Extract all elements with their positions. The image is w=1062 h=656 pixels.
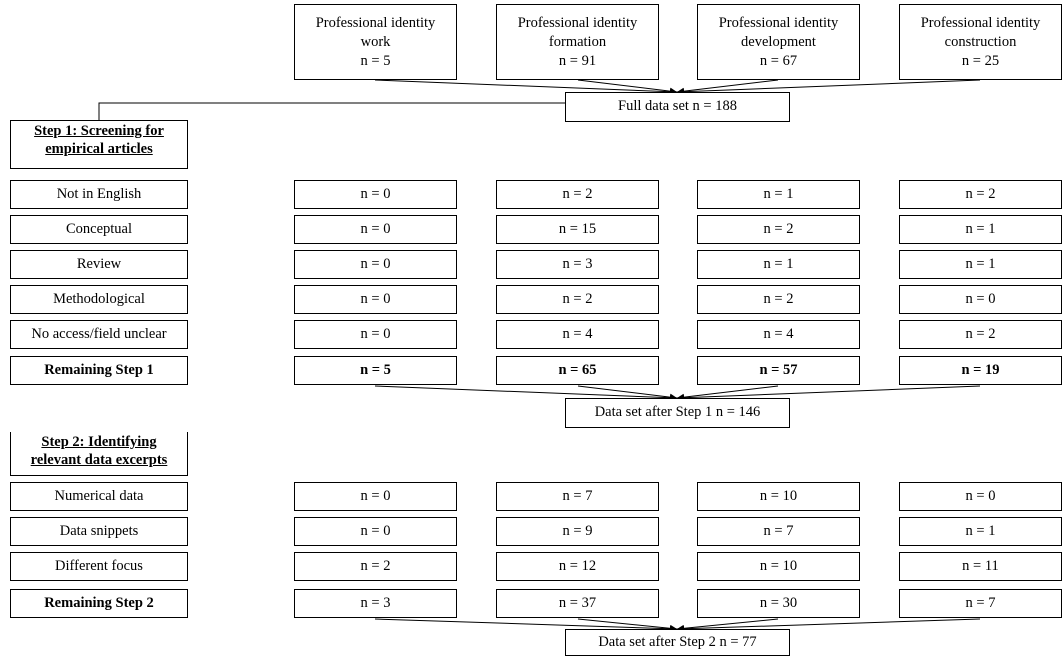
step1-cell: n = 2 — [697, 215, 860, 244]
step1-remaining-label: Remaining Step 1 — [10, 356, 188, 385]
step1-cell: n = 2 — [496, 180, 659, 209]
full-set-to-step1-line — [98, 102, 565, 120]
step2-row-label: Different focus — [10, 552, 188, 581]
step1-cell: n = 4 — [697, 320, 860, 349]
header-arrows — [374, 79, 981, 96]
step2-remaining-cell: n = 30 — [697, 589, 860, 618]
step1-cell: n = 0 — [294, 320, 457, 349]
step2-title-line1: Step 2: Identifying — [41, 434, 157, 450]
step1-row-label: Methodological — [10, 285, 188, 314]
step1-title-line2: empirical articles — [45, 141, 153, 157]
column-header-construction: Professional identity construction n = 2… — [899, 4, 1062, 80]
step1-cell: n = 2 — [899, 320, 1062, 349]
step2-cell: n = 9 — [496, 517, 659, 546]
step1-title-line1: Step 1: Screening for — [34, 123, 164, 139]
header-line1: Professional identity — [315, 14, 436, 31]
step1-cell: n = 0 — [294, 215, 457, 244]
step1-remaining-cell: n = 19 — [899, 356, 1062, 385]
header-count: n = 25 — [961, 52, 1000, 69]
header-line2: construction — [944, 33, 1017, 50]
step2-cell: n = 0 — [294, 517, 457, 546]
step1-row-label: Conceptual — [10, 215, 188, 244]
step2-row-label: Numerical data — [10, 482, 188, 511]
step1-row-label: Not in English — [10, 180, 188, 209]
step2-cell: n = 10 — [697, 552, 860, 581]
header-line2: development — [741, 33, 816, 50]
header-count: n = 67 — [759, 52, 798, 69]
step2-remaining-cell: n = 3 — [294, 589, 457, 618]
step1-cell: n = 2 — [496, 285, 659, 314]
step1-cell: n = 0 — [899, 285, 1062, 314]
step1-cell: n = 4 — [496, 320, 659, 349]
column-header-formation: Professional identity formation n = 91 — [496, 4, 659, 80]
step2-title: Step 2: Identifying relevant data excerp… — [10, 432, 188, 476]
step2-remaining-label: Remaining Step 2 — [10, 589, 188, 618]
step1-cell: n = 2 — [697, 285, 860, 314]
step1-cell: n = 1 — [697, 180, 860, 209]
step1-remaining-cell: n = 57 — [697, 356, 860, 385]
step1-cell: n = 0 — [294, 285, 457, 314]
column-header-development: Professional identity development n = 67 — [697, 4, 860, 80]
step1-cell: n = 0 — [294, 250, 457, 279]
step2-row-label: Data snippets — [10, 517, 188, 546]
header-line1: Professional identity — [517, 14, 638, 31]
step2-cell: n = 0 — [294, 482, 457, 511]
step2-title-line2: relevant data excerpts — [30, 452, 168, 468]
step2-cell: n = 11 — [899, 552, 1062, 581]
step2-arrows — [374, 618, 981, 633]
header-count: n = 91 — [558, 52, 597, 69]
step2-cell: n = 10 — [697, 482, 860, 511]
step2-cell: n = 0 — [899, 482, 1062, 511]
step2-remaining-cell: n = 37 — [496, 589, 659, 618]
step1-cell: n = 1 — [899, 215, 1062, 244]
step1-remaining-cell: n = 65 — [496, 356, 659, 385]
full-data-set-box: Full data set n = 188 — [565, 92, 790, 122]
header-line1: Professional identity — [718, 14, 839, 31]
step2-cell: n = 12 — [496, 552, 659, 581]
step2-result-box: Data set after Step 2 n = 77 — [565, 629, 790, 656]
step2-cell: n = 1 — [899, 517, 1062, 546]
step1-result-box: Data set after Step 1 n = 146 — [565, 398, 790, 428]
step1-row-label: No access/field unclear — [10, 320, 188, 349]
step2-cell: n = 7 — [697, 517, 860, 546]
column-header-work: Professional identity work n = 5 — [294, 4, 457, 80]
step1-cell: n = 1 — [899, 250, 1062, 279]
step1-cell: n = 2 — [899, 180, 1062, 209]
step1-cell: n = 0 — [294, 180, 457, 209]
step1-cell: n = 15 — [496, 215, 659, 244]
step1-cell: n = 1 — [697, 250, 860, 279]
step1-arrows — [374, 385, 981, 402]
step2-remaining-cell: n = 7 — [899, 589, 1062, 618]
step1-cell: n = 3 — [496, 250, 659, 279]
step2-cell: n = 2 — [294, 552, 457, 581]
header-line2: formation — [548, 33, 607, 50]
step2-cell: n = 7 — [496, 482, 659, 511]
header-line1: Professional identity — [920, 14, 1041, 31]
step1-title: Step 1: Screening for empirical articles — [10, 120, 188, 169]
step1-row-label: Review — [10, 250, 188, 279]
step1-remaining-cell: n = 5 — [294, 356, 457, 385]
header-line2: work — [360, 33, 391, 50]
header-count: n = 5 — [360, 52, 391, 69]
